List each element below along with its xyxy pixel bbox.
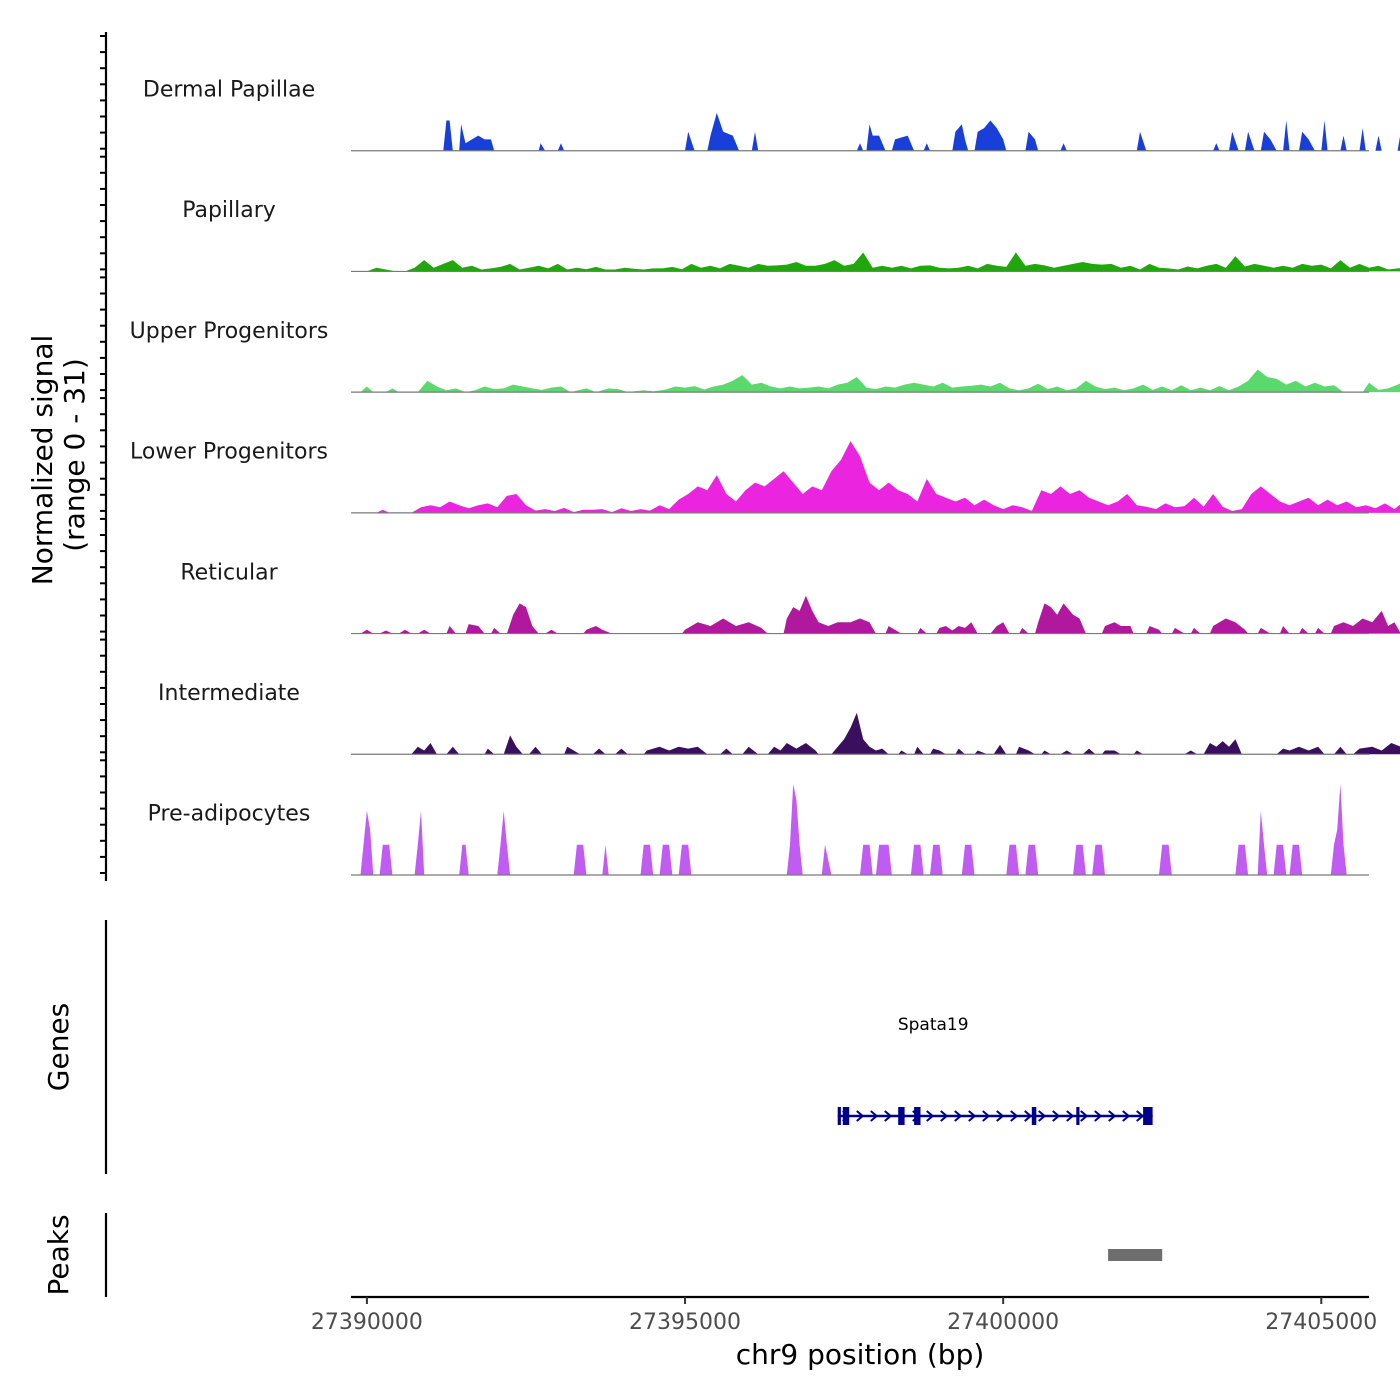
x-axis-title: chr9 position (bp) <box>736 1338 985 1371</box>
track-label: Pre-adipocytes <box>148 802 311 827</box>
track-papillary: Papillary <box>182 198 1400 273</box>
signal-area <box>376 441 1400 513</box>
strand-chevron <box>954 1110 963 1122</box>
strand-chevron <box>968 1110 977 1122</box>
track-lower-progenitors: Lower Progenitors <box>130 440 1400 514</box>
strand-chevron <box>982 1110 991 1122</box>
coverage-y-axis-ticks <box>100 35 106 874</box>
strand-chevron <box>996 1110 1005 1122</box>
x-tick-label: 27405000 <box>1265 1310 1377 1335</box>
strand-chevron <box>1038 1110 1047 1122</box>
strand-chevron <box>1136 1110 1145 1122</box>
y-axis-subtitle: (range 0 - 31) <box>58 358 91 552</box>
peak-region <box>1108 1249 1163 1261</box>
track-label: Reticular <box>180 560 278 585</box>
signal-area <box>360 595 1400 634</box>
x-tick-label: 27390000 <box>311 1310 423 1335</box>
gene-exon <box>837 1107 841 1125</box>
gene-spata19: Spata19 <box>837 1015 1153 1125</box>
gene-label: Spata19 <box>898 1015 969 1035</box>
strand-chevron <box>870 1110 879 1122</box>
strand-chevron <box>1052 1110 1061 1122</box>
peaks-track <box>1108 1249 1163 1261</box>
gene-exon <box>914 1107 921 1125</box>
genes-track-label: Genes <box>42 1003 75 1091</box>
x-tick-label: 27395000 <box>629 1310 741 1335</box>
signal-area <box>443 112 1400 151</box>
strand-chevron <box>884 1110 893 1122</box>
strand-chevron <box>1066 1110 1075 1122</box>
strand-chevron <box>1108 1110 1117 1122</box>
gene-exon <box>842 1107 850 1125</box>
y-axis-title: Normalized signal <box>26 335 59 586</box>
signal-area <box>411 712 1400 755</box>
strand-chevron <box>856 1110 865 1122</box>
strand-chevron <box>926 1110 935 1122</box>
x-tick-label: 27400000 <box>947 1310 1059 1335</box>
gene-exon <box>898 1107 905 1125</box>
track-label: Papillary <box>182 198 276 223</box>
signal-area <box>360 369 1400 393</box>
strand-chevron <box>1094 1110 1103 1122</box>
genes-track: Spata19 <box>837 1015 1153 1125</box>
gene-exon <box>1076 1107 1080 1125</box>
track-label: Intermediate <box>158 681 300 706</box>
strand-chevron <box>1122 1110 1131 1122</box>
track-label: Lower Progenitors <box>130 440 328 465</box>
track-label: Dermal Papillae <box>143 77 315 102</box>
signal-area <box>366 252 1400 272</box>
track-pre-adipocytes: Pre-adipocytes <box>148 784 1400 876</box>
gene-exon <box>1031 1107 1037 1125</box>
x-axis-ticks: 27390000 27395000 27400000 27405000 <box>311 1297 1377 1335</box>
strand-chevron <box>1010 1110 1019 1122</box>
strand-chevron <box>1080 1110 1089 1122</box>
signal-area <box>360 784 1400 875</box>
track-label: Upper Progenitors <box>130 319 329 344</box>
gene-exon <box>1143 1107 1153 1125</box>
track-reticular: Reticular <box>180 560 1400 635</box>
track-upper-progenitors: Upper Progenitors <box>130 319 1400 393</box>
coverage-tracks: Dermal Papillae Papillary Upper Progenitor… <box>130 77 1400 876</box>
track-intermediate: Intermediate <box>158 681 1400 755</box>
peaks-track-label: Peaks <box>42 1214 75 1295</box>
strand-chevron <box>1024 1110 1033 1122</box>
strand-chevron <box>940 1110 949 1122</box>
track-dermal-papillae: Dermal Papillae <box>143 77 1400 152</box>
